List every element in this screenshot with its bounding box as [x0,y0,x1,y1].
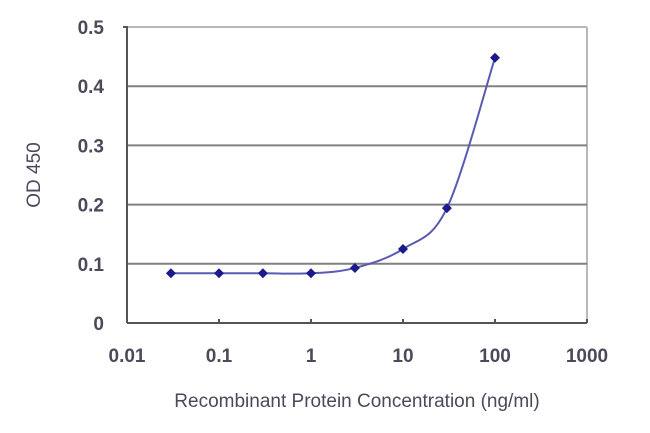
y-axis-tick-labels: 0 0.1 0.2 0.3 0.4 0.5 [78,18,105,335]
data-point-diamond-icon [165,268,176,279]
y-tick-label: 0.1 [78,255,105,276]
data-point-diamond-icon [398,244,408,254]
data-point-diamond-icon [441,203,452,214]
data-point-diamond-icon [214,268,224,279]
y-tick-label: 0.3 [78,136,104,157]
x-tick-label: 0.1 [206,346,233,367]
data-point-diamond-icon [306,268,316,279]
y-tick-label: 0.2 [78,196,104,217]
x-tick-label: 100 [479,346,511,367]
x-tick-label: 0.01 [109,346,146,367]
data-point-diamond-icon [349,262,360,273]
data-point-diamond-icon [257,268,268,279]
fit-curve [170,57,496,275]
y-axis-title: OD 450 [24,142,45,207]
data-series [165,52,500,279]
data-point-diamond-icon [490,52,500,63]
x-tick-label: 1 [306,346,317,367]
x-axis-tick-labels: 0.01 0.1 1 10 100 1000 [109,346,609,367]
horizontal-gridlines [127,85,587,265]
x-axis-title: Recombinant Protein Concentration (ng/ml… [174,391,539,412]
x-tick-label: 1000 [566,346,608,367]
y-tick-label: 0.5 [78,18,105,39]
y-tick-label: 0 [93,314,104,335]
x-tick-label: 10 [392,346,413,367]
plot-frame [127,26,588,323]
axes [123,26,588,324]
y-tick-label: 0.4 [78,77,105,98]
